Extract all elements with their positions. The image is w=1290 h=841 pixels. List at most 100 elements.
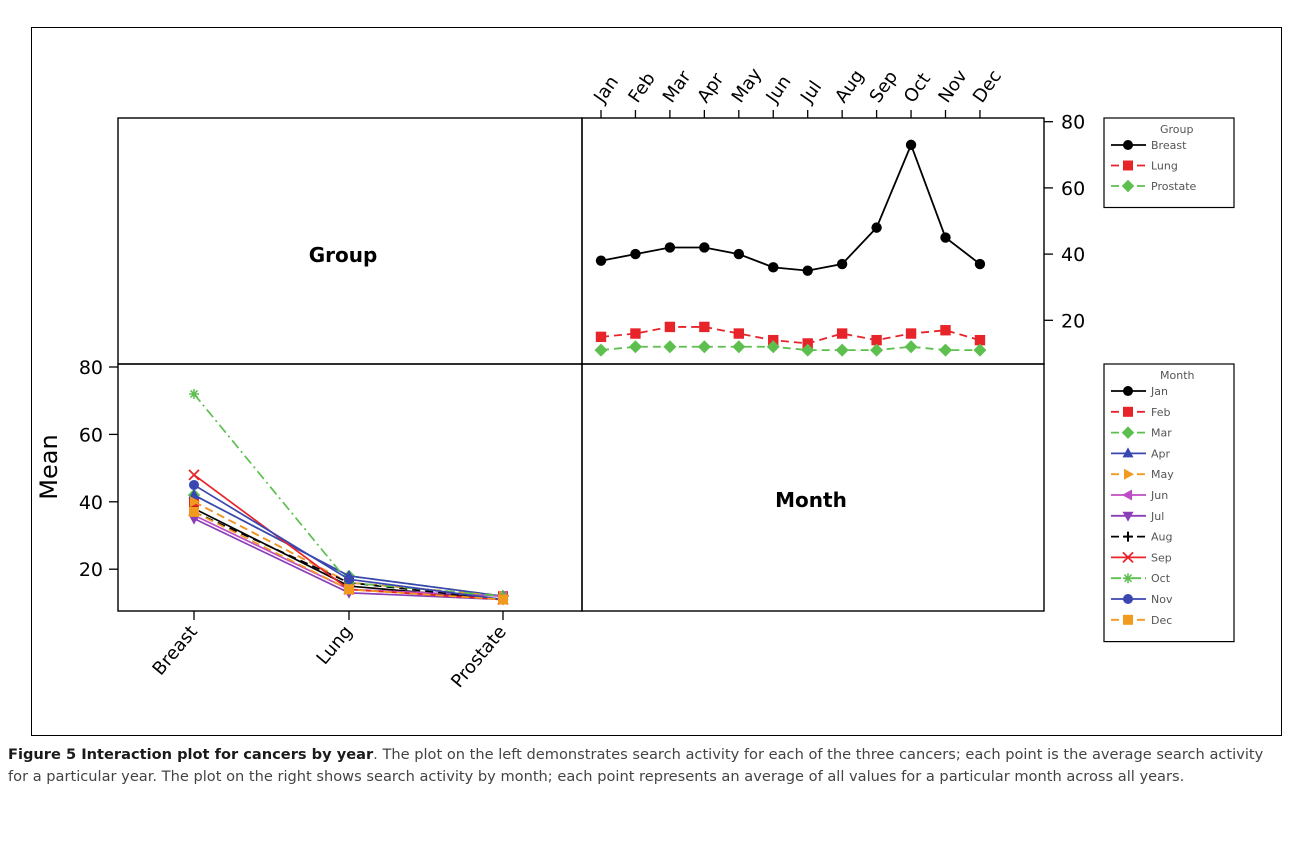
top-axis-tick-label: Oct	[900, 69, 935, 107]
legend-item-jul: Jul	[1150, 510, 1164, 523]
right-axis-tick-label: 80	[1061, 112, 1085, 134]
point-prostate-jun	[766, 340, 780, 354]
point-prostate-apr	[697, 340, 711, 354]
figure-caption: Figure 5 Interaction plot for cancers by…	[8, 744, 1280, 788]
legend-item-prostate: Prostate	[1151, 180, 1197, 193]
point-sep-breast	[188, 469, 200, 481]
group-panel-label: Group	[309, 243, 378, 267]
top-axis-tick-label: Dec	[969, 66, 1006, 107]
point-prostate-aug	[835, 343, 849, 357]
panel-top-left	[117, 117, 583, 365]
top-axis-tick-label: Aug	[831, 66, 868, 107]
plot-frame	[31, 27, 1282, 736]
point-lung-feb	[630, 328, 641, 339]
legend-item-mar: Mar	[1151, 427, 1172, 440]
point-breast-sep	[871, 222, 882, 233]
bottom-axis-tick-label: Prostate	[447, 622, 511, 692]
legend-marker-nov	[1123, 594, 1133, 604]
legend-item-jun: Jun	[1150, 489, 1168, 502]
legend-marker-sep	[1122, 551, 1134, 564]
point-nov-breast	[189, 479, 199, 490]
point-lung-jun	[768, 334, 779, 346]
bottom-left-chart: 20 40 60 80 Mean Breast Lung Prostate	[35, 357, 511, 692]
legend-item-sep: Sep	[1151, 551, 1172, 564]
point-dec-prostate	[498, 594, 508, 605]
series-line-lung	[600, 326, 981, 345]
point-breast-dec	[974, 258, 986, 270]
point-breast-jul	[802, 265, 813, 276]
legend-marker-oct	[1123, 573, 1133, 584]
point-breast-nov	[940, 232, 951, 243]
top-axis-tick-label: Nov	[934, 66, 972, 107]
point-breast-jun	[768, 262, 779, 273]
point-prostate-dec	[973, 343, 987, 357]
series-line-breast	[600, 142, 981, 272]
right-axis-tick-label: 60	[1061, 178, 1085, 200]
caption-label: Figure 5 Interaction plot for cancers by…	[8, 746, 374, 763]
point-dec-breast	[189, 506, 199, 517]
top-axis-tick-label: Jun	[762, 72, 796, 108]
legend-marker-mar	[1121, 426, 1135, 439]
legend-item-lung: Lung	[1151, 160, 1178, 173]
top-axis-tick-label: Jan	[589, 72, 623, 108]
legend-item-apr: Apr	[1151, 447, 1171, 460]
legend-title: Group	[1160, 123, 1194, 136]
series-line-oct	[193, 393, 504, 598]
legend-item-jan: Jan	[1150, 385, 1168, 398]
point-prostate-feb	[628, 340, 642, 354]
point-breast-may	[733, 248, 744, 260]
month-panel-label: Month	[775, 488, 847, 512]
point-breast-feb	[630, 248, 641, 260]
legend-item-feb: Feb	[1151, 406, 1170, 419]
point-lung-apr	[699, 321, 710, 333]
point-oct-breast	[189, 388, 199, 399]
right-axis-tick-label: 40	[1061, 244, 1085, 266]
top-axis-tick-label: Jul	[796, 77, 826, 108]
legend-item-oct: Oct	[1151, 572, 1171, 585]
top-axis-tick-label: Mar	[659, 67, 696, 107]
point-prostate-sep	[870, 343, 884, 357]
point-breast-apr	[699, 242, 710, 253]
point-breast-oct	[905, 139, 917, 151]
point-lung-nov	[940, 325, 951, 336]
point-prostate-jul	[801, 343, 815, 357]
top-axis-tick-label: Apr	[693, 69, 728, 107]
point-nov-lung	[344, 574, 354, 585]
panel-top-right	[581, 117, 1045, 365]
legend-item-nov: Nov	[1151, 593, 1173, 606]
point-apr-breast	[188, 489, 200, 500]
legend-item-may: May	[1151, 468, 1174, 481]
legend-marker-prostate	[1121, 179, 1135, 193]
legend-title: Month	[1160, 369, 1195, 382]
legend-item-dec: Dec	[1151, 614, 1172, 627]
left-axis-tick-label: 80	[79, 357, 103, 379]
legend-month: Month Jan Feb Mar Apr May Jun Jul Aug Sep Oct Nov De…	[1103, 363, 1235, 643]
legend-marker-apr	[1122, 447, 1134, 458]
point-dec-lung	[344, 584, 354, 595]
left-axis-tick-label: 40	[79, 492, 103, 514]
top-axis-tick-label: Feb	[624, 69, 659, 107]
point-may-breast	[190, 496, 200, 508]
legend-marker-jul	[1122, 511, 1134, 522]
point-breast-aug	[836, 258, 848, 270]
left-axis-tick-label: 20	[79, 559, 103, 581]
point-breast-mar	[664, 242, 676, 253]
point-lung-jan	[595, 331, 607, 343]
point-lung-oct	[905, 328, 917, 339]
point-lung-dec	[974, 334, 986, 346]
point-lung-aug	[836, 328, 848, 339]
point-prostate-oct	[904, 340, 918, 354]
caption-text: . The plot on the left demonstrates sear…	[8, 746, 1264, 785]
top-axis-tick-label: May	[728, 64, 767, 107]
point-breast-jan	[595, 255, 607, 266]
point-prostate-jan	[594, 343, 608, 357]
series-line-prostate	[600, 345, 980, 351]
point-prostate-may	[732, 340, 746, 354]
point-lung-mar	[664, 321, 676, 333]
legend-group: Group Breast Lung Prostate	[1103, 117, 1235, 209]
point-jul-breast	[188, 514, 200, 525]
point-lung-sep	[871, 334, 882, 346]
